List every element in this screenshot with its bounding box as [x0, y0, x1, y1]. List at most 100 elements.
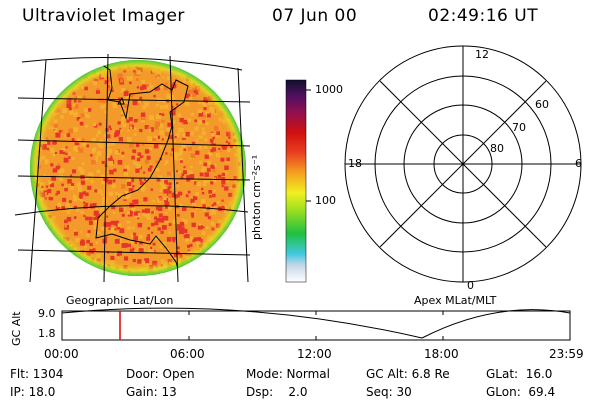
info-glon: GLon: 69.4	[486, 385, 556, 399]
uv-speckle	[237, 233, 242, 237]
uv-speckle	[207, 66, 211, 70]
colorbar-label-100: 100	[315, 194, 336, 207]
uv-speckle	[208, 80, 213, 84]
uv-speckle	[234, 231, 239, 236]
uv-speckle	[41, 70, 44, 73]
uv-speckle	[45, 88, 50, 93]
uv-speckle	[207, 257, 212, 262]
uv-speckle	[227, 271, 231, 276]
uv-speckle	[71, 72, 76, 77]
uv-speckle	[197, 60, 200, 63]
uv-speckle	[204, 76, 208, 79]
uv-speckle	[64, 69, 70, 75]
uv-speckle	[93, 60, 97, 64]
uv-speckle	[48, 80, 53, 86]
uv-speckle	[228, 81, 231, 85]
info-seq: Seq: 30	[366, 385, 412, 399]
uv-speckle	[221, 69, 225, 73]
uv-speckle	[215, 266, 220, 271]
uv-speckle	[227, 81, 232, 86]
uv-speckle	[36, 226, 40, 230]
colorbar	[285, 79, 311, 283]
uv-speckle	[56, 79, 60, 83]
uv-speckle	[219, 90, 225, 96]
uv-speckle	[77, 268, 81, 272]
uv-speckle	[61, 256, 65, 260]
uv-speckle	[53, 67, 56, 70]
uv-speckle	[206, 260, 210, 264]
uv-speckle	[39, 110, 42, 113]
uv-speckle	[208, 260, 213, 265]
uv-speckle	[190, 66, 194, 71]
uv-speckle	[57, 76, 62, 81]
uv-speckle	[56, 252, 61, 257]
uv-speckle	[240, 110, 245, 114]
uv-speckle	[35, 83, 39, 87]
uv-speckle	[240, 269, 244, 273]
uv-speckle	[233, 266, 238, 272]
uv-speckle	[53, 93, 57, 96]
uv-speckle	[224, 237, 229, 242]
uv-speckle	[32, 65, 36, 69]
uv-speckle	[73, 67, 78, 71]
uv-speckle	[235, 88, 239, 92]
uv-speckle	[46, 60, 50, 63]
uv-speckle	[61, 268, 66, 273]
uv-speckle	[31, 268, 36, 273]
uv-speckle	[33, 259, 38, 264]
time-tick-2359: 23:59	[549, 347, 584, 361]
uv-speckle	[50, 84, 53, 88]
apex-caption: Apex MLat/MLT	[414, 294, 497, 307]
uv-speckle	[230, 62, 235, 67]
uv-speckle	[233, 249, 238, 254]
uv-speckle	[72, 66, 77, 71]
uv-speckle	[183, 62, 186, 66]
uv-speckle	[234, 219, 238, 223]
uv-speckle	[61, 256, 65, 260]
uv-speckle	[77, 63, 82, 67]
uv-speckle	[223, 256, 228, 262]
uv-speckle	[38, 219, 44, 225]
header-time: 02:49:16 UT	[428, 6, 539, 26]
uv-speckle	[217, 69, 221, 73]
uv-speckle	[44, 103, 49, 108]
uv-speckle	[241, 242, 246, 248]
time-tick-0000: 00:00	[44, 347, 79, 361]
uv-speckle	[38, 240, 42, 244]
uv-image-disk	[30, 60, 246, 276]
uv-speckle	[236, 75, 239, 78]
uv-speckle	[233, 247, 236, 251]
uv-speckle	[222, 70, 225, 74]
uv-speckle	[81, 267, 86, 272]
uv-speckle	[33, 260, 37, 264]
uv-speckle	[203, 265, 207, 269]
colorbar-unit: photon cm⁻²s⁻¹	[250, 154, 263, 240]
uv-speckle	[190, 262, 195, 267]
altitude-min-label: 1.8	[38, 327, 56, 340]
uv-speckle	[234, 236, 237, 239]
uv-speckle	[199, 64, 203, 68]
uv-speckle	[37, 90, 42, 95]
uv-speckle	[31, 106, 36, 110]
uv-speckle	[203, 271, 208, 276]
info-gain: Gain: 13	[126, 385, 177, 399]
uv-speckle	[89, 272, 93, 275]
uv-speckle	[213, 261, 216, 265]
geographic-caption: Geographic Lat/Lon	[66, 294, 174, 307]
uv-speckle	[232, 60, 236, 65]
uv-speckle	[49, 258, 52, 262]
uv-speckle	[232, 82, 235, 85]
uv-speckle	[52, 260, 57, 265]
uv-speckle	[241, 84, 246, 88]
uv-speckle	[204, 270, 210, 276]
uv-speckle	[46, 80, 49, 83]
uv-speckle	[243, 133, 246, 136]
uv-speckle	[82, 66, 86, 71]
uv-speckle	[196, 267, 201, 272]
uv-speckle	[192, 65, 196, 70]
uv-speckle	[219, 85, 225, 90]
uv-speckle	[55, 86, 58, 89]
uv-speckle	[30, 219, 36, 225]
uv-speckle	[49, 242, 54, 247]
